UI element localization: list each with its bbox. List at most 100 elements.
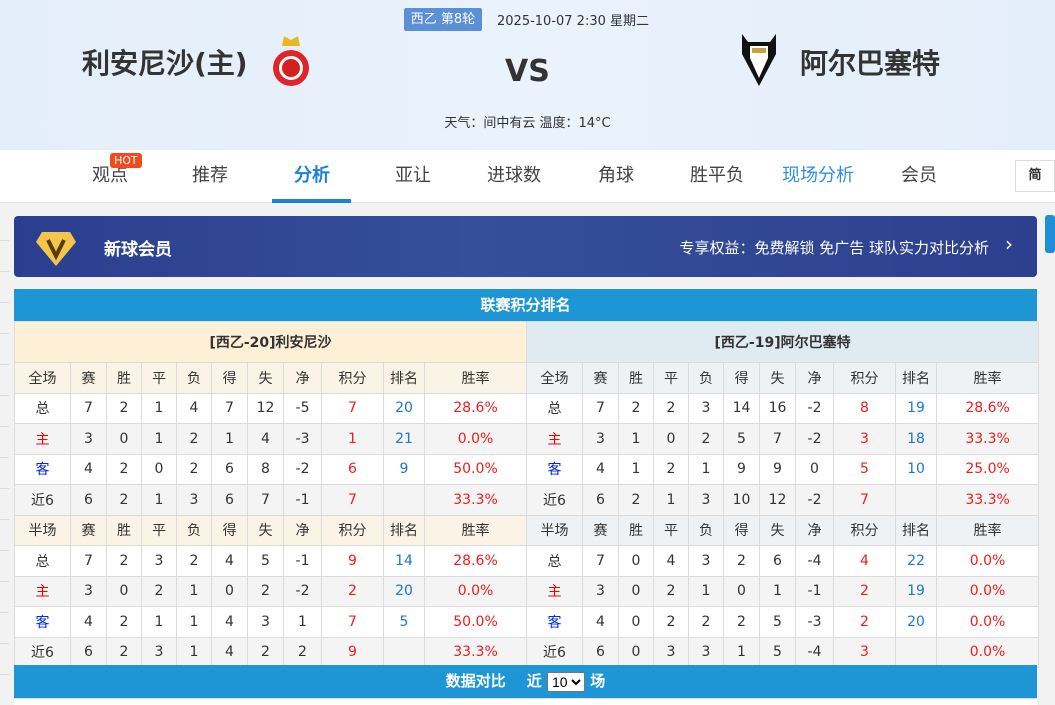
goals-against: 5 [247, 545, 284, 577]
win-rate: 33.3% [423, 636, 528, 668]
rank: 18 [895, 423, 937, 455]
played: 7 [582, 392, 619, 424]
tab-2[interactable]: 分析 [272, 150, 352, 203]
wins: 0 [618, 606, 654, 638]
table-row: 客 4 2 1 1 4 3 1 7 5 50.0% [14, 606, 528, 638]
language-toggle-button[interactable]: 简 [1015, 160, 1055, 192]
rank: 20 [383, 575, 425, 607]
tab-0[interactable]: 观点 [92, 165, 128, 186]
tab-6[interactable]: 胜平负 [690, 165, 744, 186]
hot-badge: HOT [110, 153, 142, 168]
data-compare-title: 数据对比 [445, 672, 506, 690]
losses: 3 [688, 392, 724, 424]
column-header-row: 半场赛胜平负得失净积分 排名 胜率 [14, 514, 528, 546]
rank [383, 636, 425, 668]
tab-7[interactable]: 现场分析 [782, 165, 854, 186]
tab-3[interactable]: 亚让 [395, 165, 431, 186]
rank [383, 484, 425, 516]
wins: 1 [618, 423, 654, 455]
tab-5[interactable]: 角球 [598, 165, 634, 186]
win-rate: 28.6% [935, 392, 1040, 424]
losses: 1 [688, 575, 724, 607]
goals-for: 9 [723, 453, 760, 485]
column-header: 失 [759, 362, 796, 394]
match-datetime: 2025-10-07 2:30 星期二 [497, 14, 650, 29]
played: 7 [70, 545, 107, 577]
losses: 1 [688, 453, 724, 485]
column-header: 胜率 [423, 362, 528, 394]
rank: 19 [895, 392, 937, 424]
played: 6 [70, 484, 107, 516]
table-row: 主 3 0 2 1 0 1 -1 2 19 0.0% [526, 575, 1040, 607]
tab-8[interactable]: 会员 [901, 165, 937, 186]
goals-against: 5 [759, 636, 796, 668]
win-rate: 25.0% [935, 453, 1040, 485]
rank: 9 [383, 453, 425, 485]
column-header-row: 全场赛胜平负得失净积分 排名 胜率 [526, 362, 1040, 394]
rank: 20 [895, 606, 937, 638]
table-row: 客 4 1 2 1 9 9 0 5 10 25.0% [526, 453, 1040, 485]
rank: 22 [895, 545, 937, 577]
points: 9 [321, 545, 384, 577]
goals-against: 16 [759, 392, 796, 424]
vs-label: VS [505, 54, 550, 89]
row-label: 近6 [526, 484, 583, 516]
draws: 2 [653, 453, 689, 485]
goal-diff: -3 [283, 423, 322, 455]
goal-diff: -2 [795, 484, 834, 516]
away-team-header[interactable]: [西乙-19]阿尔巴塞特 [525, 321, 1040, 363]
wins: 2 [618, 392, 654, 424]
win-rate: 28.6% [423, 545, 528, 577]
table-row: 客 4 2 0 2 6 8 -2 6 9 50.0% [14, 453, 528, 485]
row-label: 客 [526, 606, 583, 638]
row-label: 客 [14, 453, 71, 485]
column-header: 排名 [895, 514, 937, 546]
goal-diff: -1 [283, 484, 322, 516]
win-rate: 50.0% [423, 453, 528, 485]
goals-for: 4 [211, 606, 248, 638]
scrollbar[interactable] [1045, 215, 1055, 253]
goals-for: 10 [723, 484, 760, 516]
goal-diff: -5 [283, 392, 322, 424]
match-count-select[interactable]: 10 [546, 671, 585, 692]
losses: 2 [176, 453, 212, 485]
standings-title: 联赛积分排名 [14, 289, 1037, 322]
draws: 3 [653, 636, 689, 668]
match-header: 西乙 第8轮 2025-10-07 2:30 星期二 利安尼沙(主) VS 阿尔… [0, 0, 1055, 150]
column-header: 平 [653, 362, 689, 394]
goals-for: 14 [723, 392, 760, 424]
draws: 0 [141, 453, 177, 485]
draws: 3 [141, 545, 177, 577]
win-rate: 0.0% [935, 575, 1040, 607]
goals-against: 8 [247, 453, 284, 485]
draws: 2 [141, 575, 177, 607]
home-team-name[interactable]: 利安尼沙(主) [82, 47, 248, 80]
losses: 2 [688, 423, 724, 455]
points: 3 [833, 423, 896, 455]
goals-against: 5 [759, 606, 796, 638]
goal-diff: -3 [795, 606, 834, 638]
losses: 1 [176, 606, 212, 638]
goal-diff: -2 [283, 575, 322, 607]
goals-against: 2 [247, 575, 284, 607]
played: 3 [582, 423, 619, 455]
points: 2 [321, 575, 384, 607]
table-row: 主 3 1 0 2 5 7 -2 3 18 33.3% [526, 423, 1040, 455]
away-team-name[interactable]: 阿尔巴塞特 [800, 47, 941, 80]
tab-4[interactable]: 进球数 [487, 165, 541, 186]
column-header-row: 半场赛胜平负得失净积分 排名 胜率 [526, 514, 1040, 546]
column-header: 胜率 [935, 514, 1040, 546]
wins: 0 [106, 423, 142, 455]
column-header: 胜率 [423, 514, 528, 546]
tab-1[interactable]: 推荐 [192, 165, 228, 186]
draws: 4 [653, 545, 689, 577]
home-team-header[interactable]: [西乙-20]利安尼沙 [13, 321, 528, 363]
column-header: 得 [723, 514, 760, 546]
league-round-badge[interactable]: 西乙 第8轮 [404, 8, 482, 31]
table-row: 近6 6 2 1 3 6 7 -1 7 33.3% [14, 484, 528, 516]
column-header: 半场 [14, 514, 71, 546]
points: 7 [321, 606, 384, 638]
wins: 2 [106, 606, 142, 638]
table-row: 近6 6 0 3 3 1 5 -4 3 0.0% [526, 636, 1040, 668]
membership-banner[interactable]: 新球会员 专享权益：免费解锁 免广告 球队实力对比分析 › [14, 216, 1037, 277]
